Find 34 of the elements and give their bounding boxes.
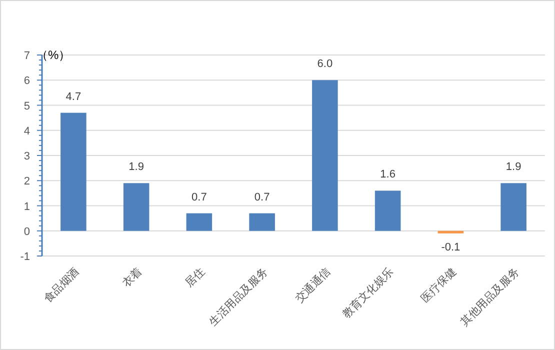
y-tick-label: 6: [24, 75, 30, 88]
x-tick-label: 食品烟酒: [41, 264, 82, 306]
bar: [123, 183, 150, 231]
y-tick-label: 1: [24, 200, 30, 213]
data-label: 1.9: [128, 161, 144, 174]
y-tick-label: 2: [24, 176, 30, 188]
bar: [249, 213, 275, 231]
x-tick-label: 其他用品及服务: [458, 264, 522, 329]
bar: [312, 80, 338, 231]
data-label: 1.9: [506, 161, 522, 174]
data-label: 0.7: [254, 191, 270, 204]
bar: [500, 183, 526, 231]
y-tick-label: -1: [20, 251, 30, 263]
bar: [438, 230, 464, 234]
x-tick-label: 衣着: [120, 264, 144, 290]
y-tick-label: 3: [24, 150, 30, 162]
data-label: 0.7: [192, 191, 207, 204]
x-tick-label: 居住: [183, 266, 208, 290]
bar: [60, 112, 86, 231]
bar: [374, 190, 401, 231]
data-label: 1.6: [380, 168, 396, 181]
x-tick-label: 医疗保健: [418, 264, 459, 306]
y-tick-label: 0: [24, 226, 30, 238]
x-tick-label: 教育文化娱乐: [340, 264, 396, 321]
data-label: -0.1: [441, 241, 460, 254]
data-label: 6.0: [317, 58, 333, 70]
x-tick-label: 交通通信: [292, 264, 334, 306]
bar: [186, 213, 212, 231]
y-axis-title: （%）: [36, 48, 71, 62]
y-tick-label: 7: [24, 50, 30, 62]
y-tick-label: 5: [24, 100, 30, 112]
x-tick-label: 生活用品及服务: [206, 264, 270, 329]
y-tick-label: 4: [24, 125, 30, 138]
data-label: 4.7: [66, 90, 82, 103]
